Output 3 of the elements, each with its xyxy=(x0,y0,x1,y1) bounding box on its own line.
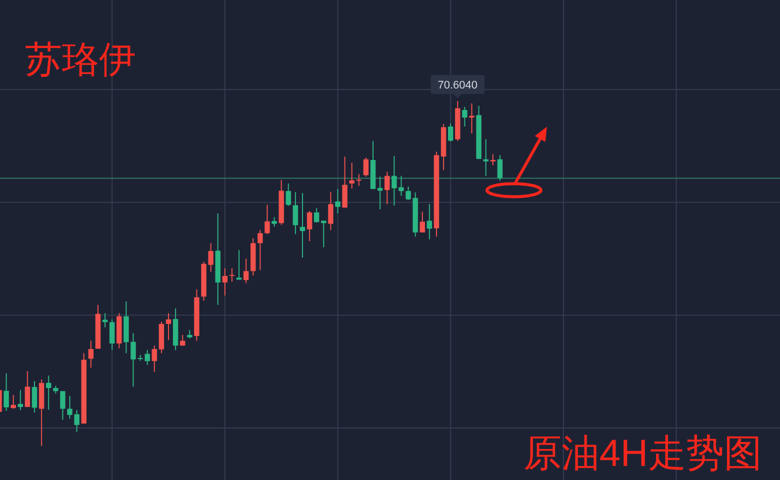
annotation: 70.6040 xyxy=(438,80,478,92)
text: 苏珞伊 xyxy=(25,39,136,80)
text: 原油4H走势图 xyxy=(523,433,762,475)
